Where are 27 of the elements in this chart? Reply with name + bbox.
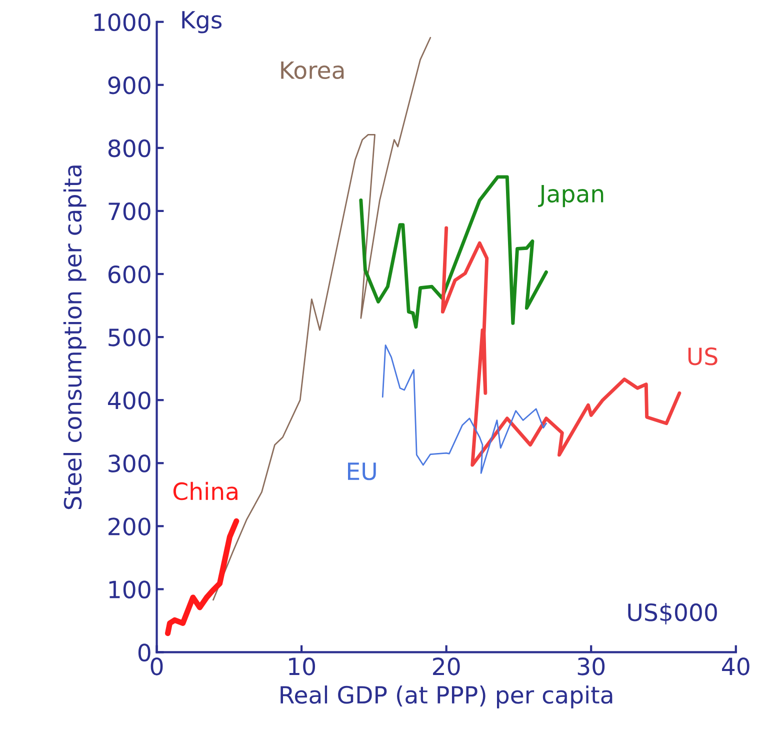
- x-axis-title: Real GDP (at PPP) per capita: [280, 685, 612, 708]
- series-label: Japan: [538, 185, 604, 208]
- y-tick-label: 1000: [94, 13, 150, 32]
- y-tick-label: 300: [108, 454, 150, 472]
- y-tick-label: 0: [138, 644, 150, 662]
- y-tick-label: 200: [108, 518, 150, 536]
- y-axis-title: Steel consumption per capita: [63, 166, 86, 510]
- x-tick-label: 0: [150, 657, 163, 676]
- line-series: [440, 226, 682, 467]
- x-tick-label: 30: [578, 657, 605, 676]
- x-tick-label: 20: [433, 657, 460, 676]
- y-tick-label: 700: [108, 202, 150, 220]
- y-tick-label: 400: [108, 392, 150, 410]
- x-tick-label: 40: [722, 657, 750, 676]
- line-series: [382, 344, 547, 474]
- y-tick-label: 900: [108, 76, 150, 94]
- y-tick-label: 600: [108, 265, 150, 284]
- y-tick-label: 100: [109, 580, 150, 598]
- x-tick-label: 10: [289, 657, 315, 676]
- series-label: EU: [348, 462, 376, 480]
- annotation: Kgs: [182, 11, 222, 34]
- series-label: US: [688, 347, 718, 366]
- y-tick-label: 800: [108, 139, 150, 158]
- text: Korea: [281, 62, 344, 80]
- annotation: US$000: [628, 602, 717, 624]
- y-tick-label: 500: [108, 328, 150, 346]
- series-label: China: [173, 482, 238, 500]
